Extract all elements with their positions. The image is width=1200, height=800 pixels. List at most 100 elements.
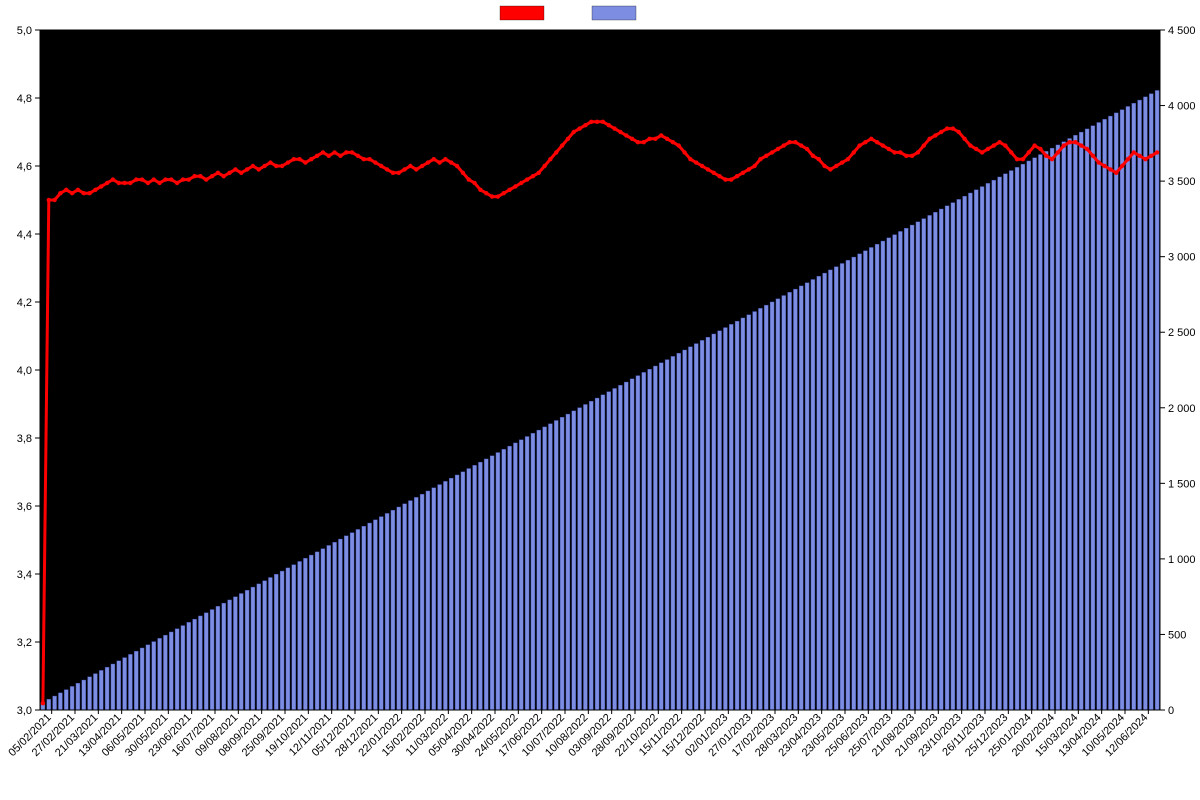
line-marker [338, 154, 342, 158]
bar [1108, 116, 1112, 710]
line-marker [741, 171, 745, 175]
line-marker [303, 160, 307, 164]
bar [811, 279, 815, 710]
line-marker [1126, 157, 1130, 161]
line-marker [927, 137, 931, 141]
bar [729, 324, 733, 710]
bar [93, 674, 97, 710]
bar [1062, 142, 1066, 710]
line-marker [198, 174, 202, 178]
bar [963, 196, 967, 710]
line-marker [577, 126, 581, 130]
line-marker [857, 143, 861, 147]
line-marker [828, 167, 832, 171]
line-marker [671, 140, 675, 144]
line-marker [1050, 157, 1054, 161]
line-marker [904, 154, 908, 158]
line-marker [70, 191, 74, 195]
line-marker [128, 181, 132, 185]
bar [198, 616, 202, 710]
bar [840, 263, 844, 710]
line-marker [222, 174, 226, 178]
bar [123, 658, 127, 710]
bar [618, 385, 622, 710]
line-marker [887, 147, 891, 151]
bar [531, 433, 535, 710]
line-marker [391, 171, 395, 175]
y-left-label: 3,8 [17, 433, 32, 445]
bar [753, 312, 757, 710]
bar [210, 610, 214, 710]
line-marker [519, 181, 523, 185]
line-marker [58, 191, 62, 195]
line-marker [432, 157, 436, 161]
line-marker [863, 140, 867, 144]
bar [1103, 119, 1107, 710]
line-marker [1062, 143, 1066, 147]
bar [846, 260, 850, 710]
line-marker [490, 194, 494, 198]
bar [134, 651, 138, 710]
line-marker [1027, 150, 1031, 154]
bar [70, 686, 74, 710]
line-marker [723, 177, 727, 181]
line-marker [677, 143, 681, 147]
y-left-label: 5,0 [17, 25, 32, 37]
line-marker [239, 171, 243, 175]
line-marker [869, 137, 873, 141]
line-marker [735, 174, 739, 178]
line-marker [624, 133, 628, 137]
bar [1120, 110, 1124, 710]
line-marker [1091, 154, 1095, 158]
bar [1056, 145, 1060, 710]
bar [379, 517, 383, 710]
bar [828, 270, 832, 710]
line-marker [793, 140, 797, 144]
line-marker [379, 164, 383, 168]
bar [274, 574, 278, 710]
bar [589, 401, 593, 710]
line-marker [892, 150, 896, 154]
bar [1138, 100, 1142, 710]
bar [478, 462, 482, 710]
line-marker [752, 164, 756, 168]
bar [916, 222, 920, 710]
bar [187, 622, 191, 710]
bar [414, 497, 418, 710]
line-marker [548, 157, 552, 161]
bar [578, 408, 582, 710]
line-marker [408, 164, 412, 168]
bar [933, 212, 937, 710]
line-marker [1132, 150, 1136, 154]
bar [338, 539, 342, 710]
bar [677, 353, 681, 710]
bar [624, 382, 628, 710]
y-right-label: 4 500 [1168, 25, 1196, 37]
bar [438, 485, 442, 710]
line-marker [822, 164, 826, 168]
bar [560, 417, 564, 710]
line-marker [916, 150, 920, 154]
bar [1009, 171, 1013, 710]
line-marker [712, 171, 716, 175]
line-marker [817, 157, 821, 161]
line-marker [1102, 164, 1106, 168]
line-marker [583, 123, 587, 127]
line-marker [122, 181, 126, 185]
bar [298, 561, 302, 710]
line-marker [980, 150, 984, 154]
line-marker [373, 160, 377, 164]
line-marker [525, 177, 529, 181]
bar [922, 219, 926, 710]
line-marker [507, 188, 511, 192]
line-marker [758, 157, 762, 161]
bar [152, 642, 156, 710]
line-marker [496, 194, 500, 198]
bar [939, 209, 943, 710]
line-marker [292, 157, 296, 161]
line-marker [461, 171, 465, 175]
bar [665, 360, 669, 710]
y-right-label: 2 000 [1168, 403, 1196, 415]
bar [881, 241, 885, 710]
line-marker [1079, 143, 1083, 147]
